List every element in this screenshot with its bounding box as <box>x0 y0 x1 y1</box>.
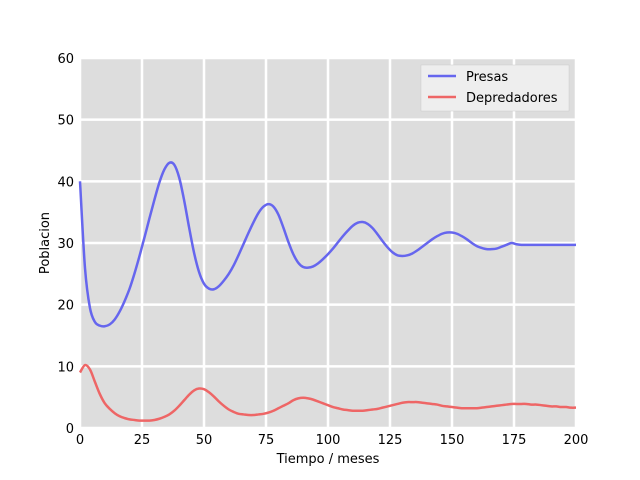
x-tick-label: 150 <box>440 433 465 448</box>
y-tick-label: 30 <box>57 237 74 252</box>
x-tick-label: 200 <box>564 433 589 448</box>
y-tick-label: 20 <box>57 299 74 314</box>
y-tick-label: 60 <box>57 52 74 67</box>
series-line-depredadores <box>78 363 577 422</box>
y-tick-labels: 0 10 20 30 40 50 60 <box>57 52 74 437</box>
grid-lines <box>78 56 578 430</box>
series-line-presas <box>78 161 576 328</box>
legend-label-presas: Presas <box>466 70 508 85</box>
x-tick-label: 75 <box>258 433 275 448</box>
y-tick-label: 0 <box>66 422 74 437</box>
legend: Presas Depredadores <box>420 64 570 112</box>
x-tick-label: 25 <box>134 433 151 448</box>
y-tick-label: 10 <box>57 360 74 375</box>
x-tick-label: 0 <box>76 433 84 448</box>
y-axis-label: Poblacion <box>38 212 53 274</box>
x-tick-label: 175 <box>502 433 527 448</box>
x-tick-labels: 0 25 50 75 100 125 150 175 200 <box>76 433 589 448</box>
x-tick-label: 125 <box>378 433 403 448</box>
y-tick-label: 40 <box>57 175 74 190</box>
legend-label-depredadores: Depredadores <box>466 91 558 106</box>
legend-box <box>420 64 570 112</box>
x-axis-label: Tiempo / meses <box>276 452 380 467</box>
x-tick-label: 100 <box>316 433 341 448</box>
x-tick-label: 50 <box>196 433 213 448</box>
series-lines <box>78 161 577 422</box>
y-tick-label: 50 <box>57 114 74 129</box>
